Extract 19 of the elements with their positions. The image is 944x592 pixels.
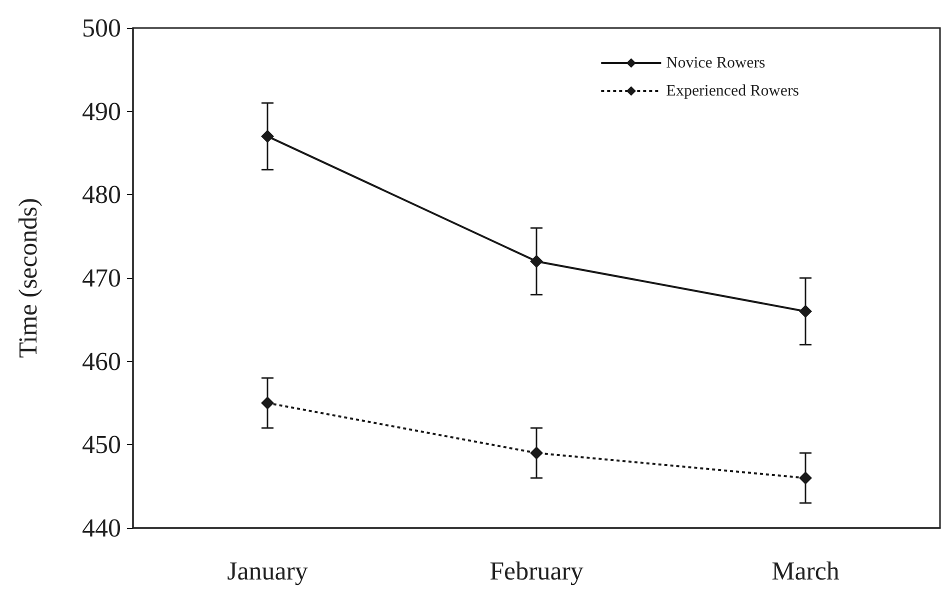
y-tick-label: 480 <box>82 180 121 210</box>
y-tick-label: 460 <box>82 346 121 376</box>
y-tick-label: 450 <box>82 430 121 460</box>
point <box>799 304 812 318</box>
point <box>530 446 543 460</box>
y-tick-label: 490 <box>82 96 121 126</box>
point <box>261 396 274 410</box>
point <box>799 472 812 484</box>
y-tick-label: 440 <box>82 514 121 542</box>
y-tick-label: 500 <box>82 14 121 42</box>
x-tick-label: February <box>490 556 584 586</box>
y-tick-label: 470 <box>82 264 121 292</box>
x-tick-label: March <box>772 556 840 586</box>
legend-label: Experienced Rowers <box>666 82 800 100</box>
x-tick-label: January <box>227 556 308 586</box>
y-axis-title: Time (seconds) <box>14 198 42 358</box>
point <box>261 130 274 143</box>
legend-label: Novice Rowers <box>666 54 766 72</box>
point <box>530 254 543 268</box>
